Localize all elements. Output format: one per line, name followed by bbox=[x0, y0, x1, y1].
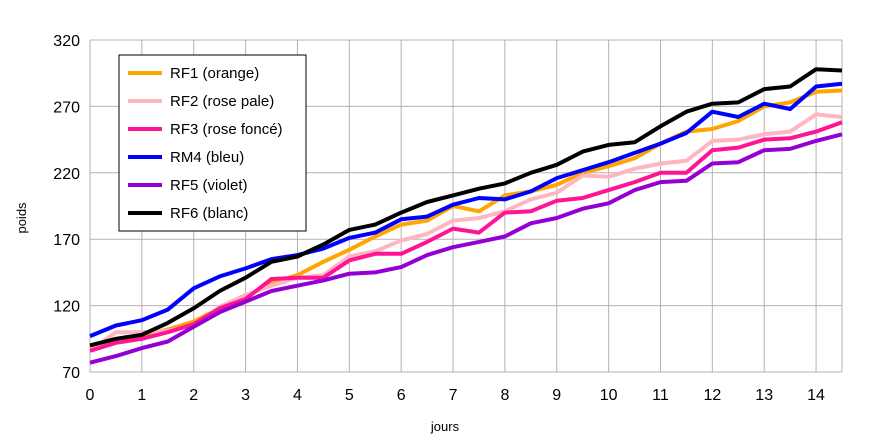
y-tick-label: 70 bbox=[62, 365, 80, 382]
x-tick-label: 8 bbox=[500, 387, 509, 404]
x-tick-label: 5 bbox=[345, 387, 354, 404]
legend-label-3: RF3 (rose foncé) bbox=[170, 121, 283, 138]
series-line-4 bbox=[89, 81, 843, 338]
axes bbox=[89, 40, 842, 373]
y-tick-label: 220 bbox=[53, 166, 80, 183]
legend-label-6: RF6 (blanc) bbox=[170, 205, 248, 222]
legend-label-2: RF2 (rose pale) bbox=[170, 93, 274, 110]
x-tick-label: 14 bbox=[807, 387, 825, 404]
x-tick-label: 11 bbox=[652, 387, 669, 404]
x-tick-label: 9 bbox=[552, 387, 561, 404]
x-tick-label: 4 bbox=[293, 387, 302, 404]
series-line-5 bbox=[89, 132, 843, 365]
x-tick-label: 12 bbox=[703, 387, 721, 404]
x-tick-label: 6 bbox=[397, 387, 406, 404]
y-tick-label: 120 bbox=[53, 299, 80, 316]
x-axis-title: jours bbox=[430, 419, 460, 434]
x-tick-label: 10 bbox=[600, 387, 618, 404]
legend-label-1: RF1 (orange) bbox=[170, 65, 259, 82]
y-tick-labels: 70 120 170 220 270 320 bbox=[53, 33, 80, 382]
series-line-6 bbox=[89, 67, 843, 348]
x-tick-label: 1 bbox=[137, 387, 146, 404]
series-line-3 bbox=[89, 120, 843, 353]
y-tick-label: 320 bbox=[53, 33, 80, 50]
x-tick-label: 13 bbox=[755, 387, 773, 404]
x-tick-label: 2 bbox=[189, 387, 198, 404]
y-tick-label: 170 bbox=[53, 232, 80, 249]
y-axis-title: poids bbox=[14, 202, 29, 234]
x-tick-label: 7 bbox=[449, 387, 458, 404]
series-lines bbox=[88, 67, 843, 365]
x-tick-label: 0 bbox=[86, 387, 95, 404]
x-tick-label: 3 bbox=[241, 387, 250, 404]
legend: RF1 (orange) RF2 (rose pale) RF3 (rose fon… bbox=[118, 54, 307, 232]
legend-label-5: RF5 (violet) bbox=[170, 177, 248, 194]
legend-box bbox=[118, 54, 307, 232]
legend-label-4: RM4 (bleu) bbox=[170, 149, 244, 166]
y-tick-label: 270 bbox=[53, 99, 80, 116]
x-tick-labels: 0 1 2 3 4 5 6 7 8 9 10 11 12 13 14 bbox=[86, 387, 826, 404]
